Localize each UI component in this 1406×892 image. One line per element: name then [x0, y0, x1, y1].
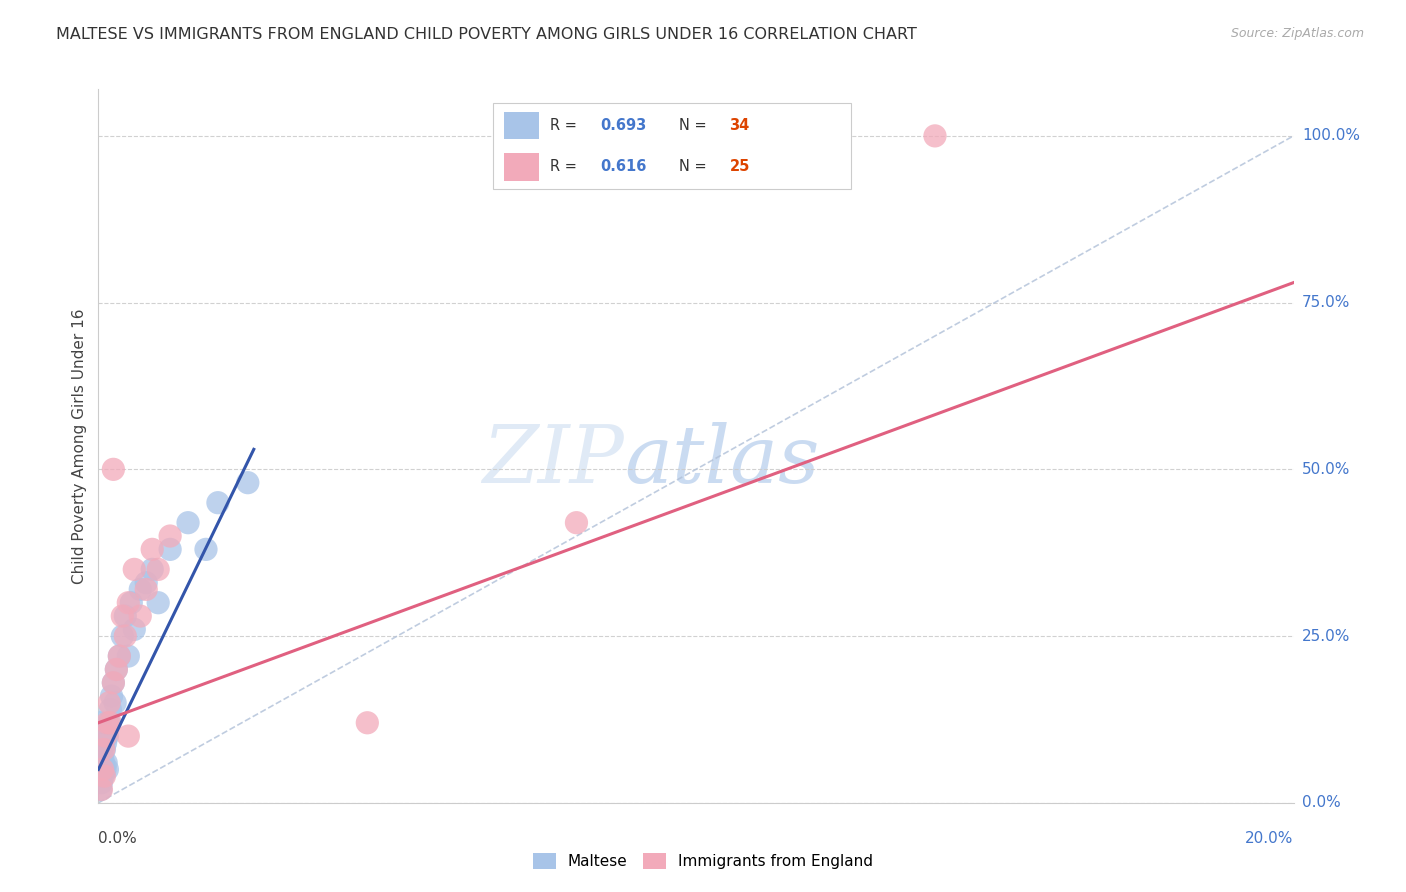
Point — [135, 582, 157, 597]
Point — [96, 715, 118, 730]
Legend: Maltese, Immigrants from England: Maltese, Immigrants from England — [527, 847, 879, 875]
Text: 0.0%: 0.0% — [1302, 796, 1340, 810]
Point — [108, 649, 131, 664]
Point — [105, 662, 128, 676]
Point — [103, 675, 125, 690]
Point — [141, 562, 163, 576]
Point — [159, 542, 181, 557]
Point — [94, 729, 117, 743]
Point — [103, 675, 125, 690]
Text: 25.0%: 25.0% — [1302, 629, 1350, 643]
Point — [98, 702, 122, 716]
Point — [91, 749, 114, 764]
Point — [93, 769, 115, 783]
Text: 100.0%: 100.0% — [1302, 128, 1360, 144]
Point — [93, 742, 115, 756]
Point — [117, 649, 139, 664]
Point — [100, 689, 122, 703]
Point — [91, 763, 114, 777]
Text: ZIP: ZIP — [482, 422, 624, 499]
Point — [98, 715, 121, 730]
Point — [98, 696, 121, 710]
Point — [177, 516, 200, 530]
Point — [124, 562, 146, 576]
Point — [141, 542, 163, 557]
Point — [194, 542, 218, 557]
Point — [148, 562, 170, 576]
Point — [90, 782, 112, 797]
Point — [93, 742, 115, 756]
Point — [129, 582, 152, 597]
Point — [90, 776, 112, 790]
Text: atlas: atlas — [624, 422, 820, 499]
Point — [96, 763, 118, 777]
Text: 50.0%: 50.0% — [1302, 462, 1350, 477]
Point — [91, 763, 114, 777]
Point — [236, 475, 259, 490]
Point — [98, 715, 122, 730]
Point — [120, 596, 142, 610]
Text: 20.0%: 20.0% — [1246, 830, 1294, 846]
Text: 0.0%: 0.0% — [98, 830, 138, 846]
Point — [114, 629, 136, 643]
Point — [111, 629, 134, 643]
Point — [96, 756, 118, 770]
Point — [91, 769, 114, 783]
Point — [114, 609, 136, 624]
Point — [94, 763, 117, 777]
Point — [159, 529, 181, 543]
Point — [93, 756, 115, 770]
Point — [108, 649, 131, 664]
Point — [104, 696, 127, 710]
Point — [129, 609, 152, 624]
Text: 75.0%: 75.0% — [1302, 295, 1350, 310]
Point — [90, 782, 112, 797]
Point — [94, 736, 117, 750]
Text: MALTESE VS IMMIGRANTS FROM ENGLAND CHILD POVERTY AMONG GIRLS UNDER 16 CORRELATIO: MALTESE VS IMMIGRANTS FROM ENGLAND CHILD… — [56, 27, 917, 42]
Point — [117, 596, 139, 610]
Point — [124, 623, 146, 637]
Y-axis label: Child Poverty Among Girls Under 16: Child Poverty Among Girls Under 16 — [72, 309, 87, 583]
Point — [924, 128, 946, 143]
Point — [565, 516, 588, 530]
Point — [207, 496, 229, 510]
Point — [117, 729, 139, 743]
Point — [96, 729, 118, 743]
Point — [103, 462, 125, 476]
Point — [105, 662, 128, 676]
Text: Source: ZipAtlas.com: Source: ZipAtlas.com — [1230, 27, 1364, 40]
Point — [356, 715, 378, 730]
Point — [135, 575, 157, 590]
Point — [111, 609, 134, 624]
Point — [148, 596, 170, 610]
Point — [89, 715, 111, 730]
